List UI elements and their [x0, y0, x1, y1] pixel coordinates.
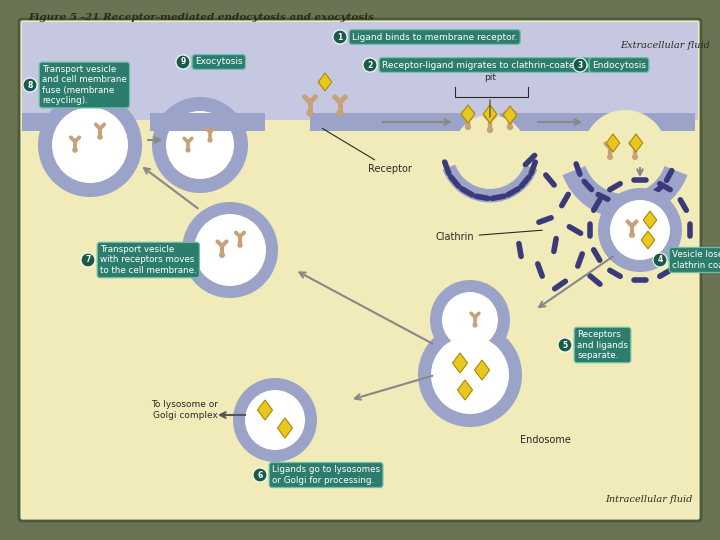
Text: Endosome: Endosome — [520, 435, 570, 445]
Bar — [22, 113, 90, 131]
Circle shape — [653, 253, 667, 267]
Circle shape — [610, 200, 670, 260]
Text: 9: 9 — [181, 57, 186, 66]
Circle shape — [38, 93, 142, 197]
Text: Receptor: Receptor — [323, 129, 412, 174]
Circle shape — [23, 78, 37, 92]
Text: Transport vesicle
with receptors moves
to the cell membrane.: Transport vesicle with receptors moves t… — [100, 245, 197, 275]
Text: Ligands go to lysosomes
or Golgi for processing.: Ligands go to lysosomes or Golgi for pro… — [272, 465, 380, 485]
Circle shape — [573, 58, 587, 72]
Text: Clathrin: Clathrin — [435, 230, 542, 242]
Circle shape — [507, 124, 513, 130]
Circle shape — [558, 338, 572, 352]
Polygon shape — [503, 106, 517, 124]
Circle shape — [152, 97, 248, 193]
Polygon shape — [629, 134, 643, 152]
Circle shape — [237, 242, 243, 248]
Text: 4: 4 — [657, 255, 662, 265]
Text: 8: 8 — [27, 80, 32, 90]
Bar — [508, 113, 530, 131]
Bar — [500, 113, 580, 131]
Text: 7: 7 — [85, 255, 91, 265]
Text: 5: 5 — [562, 341, 567, 349]
Text: 2: 2 — [367, 60, 373, 70]
Circle shape — [81, 253, 95, 267]
Polygon shape — [606, 134, 620, 152]
Polygon shape — [462, 105, 474, 123]
Polygon shape — [483, 105, 497, 123]
Circle shape — [333, 30, 347, 44]
Circle shape — [442, 292, 498, 348]
Text: Transport vesicle
and cell membrane
fuse (membrane
recycling).: Transport vesicle and cell membrane fuse… — [42, 65, 127, 105]
Text: Clathrin-coated: Clathrin-coated — [455, 63, 525, 72]
Circle shape — [632, 154, 638, 160]
Bar — [158, 113, 252, 131]
Circle shape — [336, 110, 343, 117]
Text: 1: 1 — [338, 32, 343, 42]
Bar — [450, 113, 472, 131]
Circle shape — [629, 232, 635, 238]
Polygon shape — [318, 73, 332, 91]
Circle shape — [72, 147, 78, 153]
Polygon shape — [457, 380, 472, 400]
Text: Endocytosis: Endocytosis — [592, 60, 646, 70]
Bar — [380, 113, 450, 131]
Text: Receptors
and ligands
separate.: Receptors and ligands separate. — [577, 330, 628, 360]
Circle shape — [307, 110, 314, 117]
Text: 6: 6 — [257, 470, 263, 480]
Circle shape — [465, 124, 471, 130]
Text: Figure 5 -21 Receptor-mediated endocytosis and exocytosis: Figure 5 -21 Receptor-mediated endocytos… — [28, 13, 374, 22]
Circle shape — [607, 154, 613, 160]
Bar — [580, 113, 610, 131]
Polygon shape — [474, 360, 490, 380]
Circle shape — [253, 468, 267, 482]
Polygon shape — [277, 418, 292, 438]
Circle shape — [194, 214, 266, 286]
Circle shape — [207, 137, 212, 143]
FancyBboxPatch shape — [19, 19, 701, 521]
Circle shape — [363, 58, 377, 72]
Text: 3: 3 — [577, 60, 582, 70]
Bar — [150, 113, 265, 131]
Bar — [640, 113, 678, 131]
Circle shape — [583, 110, 667, 194]
Circle shape — [598, 188, 682, 272]
Circle shape — [176, 55, 190, 69]
Bar — [650, 113, 695, 131]
Circle shape — [219, 252, 225, 258]
Text: pit: pit — [484, 73, 496, 82]
Text: Ligand binds to membrane receptor.: Ligand binds to membrane receptor. — [352, 32, 518, 42]
Polygon shape — [643, 211, 657, 229]
Circle shape — [430, 280, 510, 360]
Circle shape — [245, 390, 305, 450]
Bar — [310, 113, 380, 131]
Circle shape — [233, 378, 317, 462]
Circle shape — [431, 336, 509, 414]
Polygon shape — [258, 400, 272, 420]
Circle shape — [418, 323, 522, 427]
Text: Receptor-ligand migrates to clathrin-coated pit.: Receptor-ligand migrates to clathrin-coa… — [382, 60, 598, 70]
Text: Exocytosis: Exocytosis — [195, 57, 243, 66]
Circle shape — [52, 107, 128, 183]
Text: Extracellular fluid: Extracellular fluid — [620, 40, 710, 50]
Text: Vesicle loses
clathrin coat.: Vesicle loses clathrin coat. — [672, 251, 720, 269]
Circle shape — [166, 111, 234, 179]
Circle shape — [97, 134, 103, 140]
Bar — [22, 22, 698, 120]
Circle shape — [453, 115, 527, 189]
Circle shape — [472, 322, 477, 328]
Circle shape — [487, 127, 493, 133]
Bar — [64, 113, 130, 131]
Text: Intracellular fluid: Intracellular fluid — [605, 496, 693, 504]
Circle shape — [185, 147, 191, 153]
Circle shape — [182, 202, 278, 298]
Polygon shape — [642, 231, 654, 249]
Polygon shape — [452, 353, 467, 373]
Text: To lysosome or
Golgi complex: To lysosome or Golgi complex — [151, 400, 218, 420]
